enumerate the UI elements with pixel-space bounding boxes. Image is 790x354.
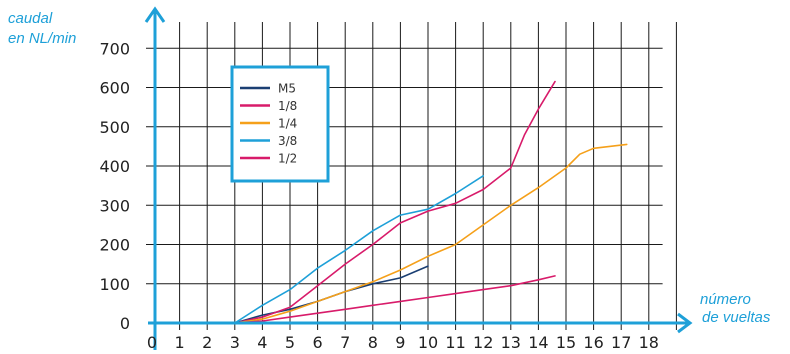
x-tick-label: 13: [501, 333, 521, 352]
y-tick-label: 0: [120, 314, 130, 333]
y-tick-label: 200: [99, 236, 130, 255]
x-tick-label: 0: [147, 333, 157, 352]
x-tick-label: 4: [257, 333, 267, 352]
x-axis-title-line2: de vueltas: [702, 309, 771, 326]
x-tick-label: 1: [175, 333, 185, 352]
x-tick-label: 6: [313, 333, 323, 352]
x-tick-label: 15: [556, 333, 576, 352]
grid: [146, 22, 677, 330]
x-tick-label: 16: [583, 333, 603, 352]
legend-label-1: 1/8: [278, 99, 297, 113]
legend-label-3: 3/8: [278, 134, 297, 148]
y-axis-arrow: [144, 6, 166, 23]
y-tick-labels: 0 100 200 300 400 500 600 700: [99, 39, 130, 333]
y-tick-label: 500: [99, 118, 130, 137]
x-tick-label: 7: [340, 333, 350, 352]
y-tick-label: 300: [99, 196, 130, 215]
legend-label-4: 1/2: [278, 152, 297, 166]
x-axis-arrow: [677, 312, 693, 334]
x-tick-label: 14: [528, 333, 548, 352]
x-tick-label: 8: [368, 333, 378, 352]
axes: [144, 6, 693, 350]
x-tick-labels: 0 1 2 3 4 5 6 7 8 9 10 11 12 13 14 15 16 17 18: [147, 333, 659, 352]
series-line-3: [234, 175, 485, 324]
legend-label-2: 1/4: [278, 117, 297, 131]
y-tick-label: 600: [99, 79, 130, 98]
y-axis-title-line2: en NL/min: [8, 30, 76, 47]
y-tick-label: 100: [99, 275, 130, 294]
legend-items: M5 1/8 1/4 3/8 1/2: [240, 82, 297, 166]
x-tick-label: 12: [473, 333, 493, 352]
series-line-1: [234, 80, 556, 324]
x-tick-label: 17: [611, 333, 631, 352]
legend-label-0: M5: [278, 82, 296, 96]
legend: M5 1/8 1/4 3/8 1/2: [230, 65, 330, 183]
x-tick-label: 2: [202, 333, 212, 352]
x-tick-label: 3: [230, 333, 240, 352]
y-axis-title-line1: caudal: [8, 10, 53, 27]
x-tick-label: 10: [418, 333, 438, 352]
y-tick-label: 400: [99, 157, 130, 176]
y-tick-label: 700: [99, 39, 130, 58]
x-tick-label: 9: [395, 333, 405, 352]
x-tick-label: 11: [445, 333, 465, 352]
series-lines: [234, 80, 628, 324]
x-tick-label: 18: [639, 333, 659, 352]
x-tick-label: 5: [285, 333, 295, 352]
series-line-2: [234, 143, 628, 324]
x-axis-title-line1: número: [700, 291, 751, 308]
series-line-4: [234, 275, 556, 324]
